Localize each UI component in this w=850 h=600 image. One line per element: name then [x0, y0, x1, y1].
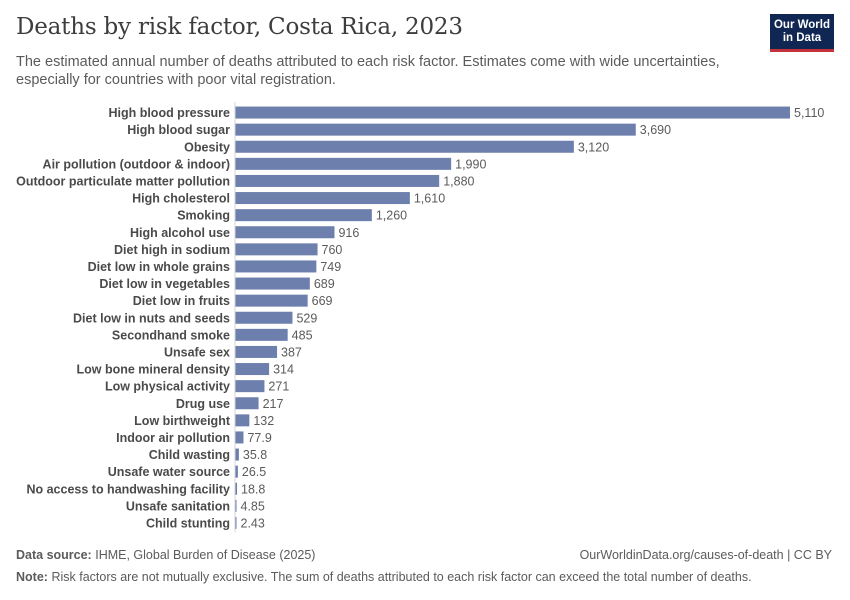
category-label: Diet low in vegetables	[99, 277, 230, 291]
value-label: 5,110	[794, 106, 824, 120]
category-label: Child wasting	[149, 448, 230, 462]
value-label: 669	[312, 294, 333, 308]
category-label: Low birthweight	[134, 414, 231, 428]
note-label: Note:	[16, 570, 48, 584]
bar	[235, 243, 318, 256]
bar	[235, 397, 259, 410]
source-url[interactable]: OurWorldinData.org/causes-of-death | CC …	[579, 548, 832, 562]
value-label: 1,880	[443, 174, 474, 188]
value-label: 35.8	[243, 448, 267, 462]
owid-logo[interactable]: Our World in Data	[770, 14, 834, 52]
category-label: Air pollution (outdoor & indoor)	[43, 157, 230, 171]
value-label: 77.9	[247, 431, 271, 445]
note-text: Risk factors are not mutually exclusive.…	[51, 570, 752, 584]
bar	[235, 465, 238, 478]
category-label: Unsafe sanitation	[126, 499, 230, 513]
bar	[235, 431, 244, 444]
bar	[235, 345, 278, 358]
footnote: Note: Risk factors are not mutually excl…	[16, 570, 752, 584]
category-label: High blood pressure	[108, 106, 230, 120]
bar	[235, 414, 250, 427]
category-label: High cholesterol	[132, 192, 230, 206]
value-label: 485	[292, 328, 313, 342]
logo-line-1: Our World	[773, 19, 830, 31]
bar	[235, 226, 335, 239]
bar	[235, 106, 790, 119]
category-label: Diet low in whole grains	[88, 260, 230, 274]
category-label: Low physical activity	[105, 380, 230, 394]
value-label: 916	[338, 226, 359, 240]
category-label: Unsafe water source	[108, 465, 230, 479]
bar	[235, 157, 452, 170]
bar	[235, 380, 265, 393]
category-label: High alcohol use	[130, 226, 230, 240]
value-label: 1,610	[414, 192, 445, 206]
value-label: 18.8	[241, 482, 265, 496]
category-label: Diet low in nuts and seeds	[73, 311, 230, 325]
value-label: 3,120	[578, 140, 609, 154]
bar	[235, 123, 636, 136]
category-label: Drug use	[176, 397, 230, 411]
value-label: 314	[273, 363, 294, 377]
data-source: Data source: IHME, Global Burden of Dise…	[16, 548, 315, 562]
value-label: 760	[322, 243, 343, 257]
value-label: 529	[296, 311, 317, 325]
chart-subtitle: The estimated annual number of deaths at…	[16, 54, 720, 88]
category-label: Diet low in fruits	[133, 294, 230, 308]
category-label: No access to handwashing facility	[26, 482, 230, 496]
value-label: 1,260	[376, 209, 407, 223]
bar	[235, 499, 237, 512]
data-source-link[interactable]: IHME, Global Burden of Disease (2025)	[95, 548, 316, 562]
category-label: Secondhand smoke	[112, 328, 230, 342]
logo-line-2: in Data	[782, 32, 822, 44]
value-label: 4.85	[241, 499, 265, 513]
bar	[235, 277, 310, 290]
bar	[235, 294, 308, 307]
value-label: 3,690	[640, 123, 671, 137]
category-label: Diet high in sodium	[114, 243, 230, 257]
category-label: High blood sugar	[127, 123, 230, 137]
bar	[235, 192, 410, 205]
category-label: Child stunting	[146, 516, 230, 530]
bar	[235, 448, 239, 461]
category-label: Indoor air pollution	[116, 431, 230, 445]
value-label: 26.5	[242, 465, 266, 479]
category-label: Unsafe sex	[164, 345, 230, 359]
value-label: 1,990	[455, 157, 486, 171]
bar	[235, 209, 372, 222]
value-label: 749	[320, 260, 341, 274]
bar	[235, 482, 238, 495]
bar	[235, 174, 440, 187]
chart-title: Deaths by risk factor, Costa Rica, 2023	[16, 14, 463, 40]
data-source-label: Data source:	[16, 548, 92, 562]
category-label: Smoking	[177, 209, 230, 223]
bar	[235, 363, 270, 376]
value-label: 689	[314, 277, 335, 291]
value-label: 271	[268, 380, 289, 394]
bar	[235, 328, 288, 341]
bar	[235, 516, 237, 529]
bar	[235, 311, 293, 324]
value-label: 132	[253, 414, 274, 428]
value-label: 217	[263, 397, 284, 411]
category-label: Outdoor particulate matter pollution	[16, 174, 230, 188]
value-label: 2.43	[241, 516, 265, 530]
bar	[235, 140, 574, 153]
category-label: Obesity	[184, 140, 230, 154]
category-label: Low bone mineral density	[77, 363, 231, 377]
value-label: 387	[281, 345, 302, 359]
bar	[235, 260, 317, 273]
